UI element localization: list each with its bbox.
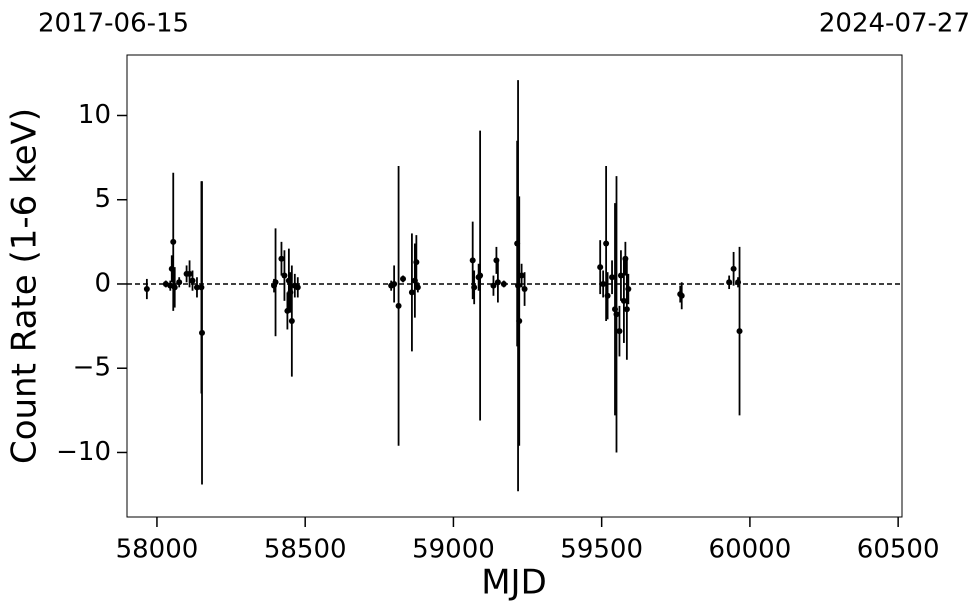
data-point — [294, 284, 301, 291]
data-point — [609, 274, 616, 281]
data-point — [515, 282, 522, 289]
data-point — [272, 279, 279, 286]
start-date: 2017-06-15 — [38, 9, 189, 39]
y-axis-label: Count Rate (1-6 keV) — [5, 108, 45, 464]
data-point — [281, 272, 288, 279]
data-point — [616, 328, 623, 335]
x-tick-label: 58000 — [116, 535, 199, 565]
data-point — [600, 280, 607, 287]
data-point — [414, 284, 421, 291]
x-tick-label: 58500 — [264, 535, 347, 565]
x-tick-label: 59500 — [560, 535, 643, 565]
y-tick-label: 0 — [94, 268, 111, 298]
data-point — [413, 259, 420, 266]
data-point — [625, 286, 632, 293]
y-tick-label: 10 — [78, 100, 111, 130]
data-point — [726, 279, 733, 286]
x-tick-label: 60000 — [709, 535, 792, 565]
data-point — [518, 272, 525, 279]
x-tick-label: 60500 — [857, 535, 940, 565]
data-point — [391, 280, 398, 287]
data-point — [736, 328, 743, 335]
data-point — [494, 279, 501, 286]
data-point — [730, 265, 737, 272]
data-point — [597, 264, 604, 271]
data-point — [493, 257, 500, 264]
data-point — [278, 255, 285, 262]
data-point — [170, 238, 177, 245]
data-point — [604, 292, 611, 299]
data-point — [189, 277, 196, 284]
data-point — [620, 297, 627, 304]
data-point — [678, 292, 685, 299]
data-point — [143, 286, 150, 293]
data-point — [521, 286, 528, 293]
data-point — [500, 280, 507, 287]
data-point — [395, 302, 402, 309]
y-tick-label: −10 — [56, 437, 111, 467]
data-point — [288, 318, 295, 325]
data-point — [469, 257, 476, 264]
data-point — [617, 272, 624, 279]
data-point — [400, 275, 407, 282]
data-point — [186, 270, 193, 277]
data-point — [516, 318, 523, 325]
data-point — [623, 306, 630, 313]
data-point — [613, 311, 620, 318]
data-point — [176, 279, 183, 286]
data-point — [603, 240, 610, 247]
data-point — [471, 284, 478, 291]
x-tick-label: 59000 — [412, 535, 495, 565]
x-axis-label: MJD — [481, 563, 547, 603]
data-point — [199, 329, 206, 336]
end-date: 2024-07-27 — [819, 9, 970, 39]
data-point — [193, 284, 200, 291]
y-tick-label: 5 — [94, 184, 111, 214]
data-point — [490, 282, 497, 289]
plot-frame — [126, 54, 903, 518]
data-point — [171, 284, 178, 291]
y-tick-label: −5 — [73, 353, 111, 383]
data-point — [477, 272, 484, 279]
data-point — [408, 289, 415, 296]
